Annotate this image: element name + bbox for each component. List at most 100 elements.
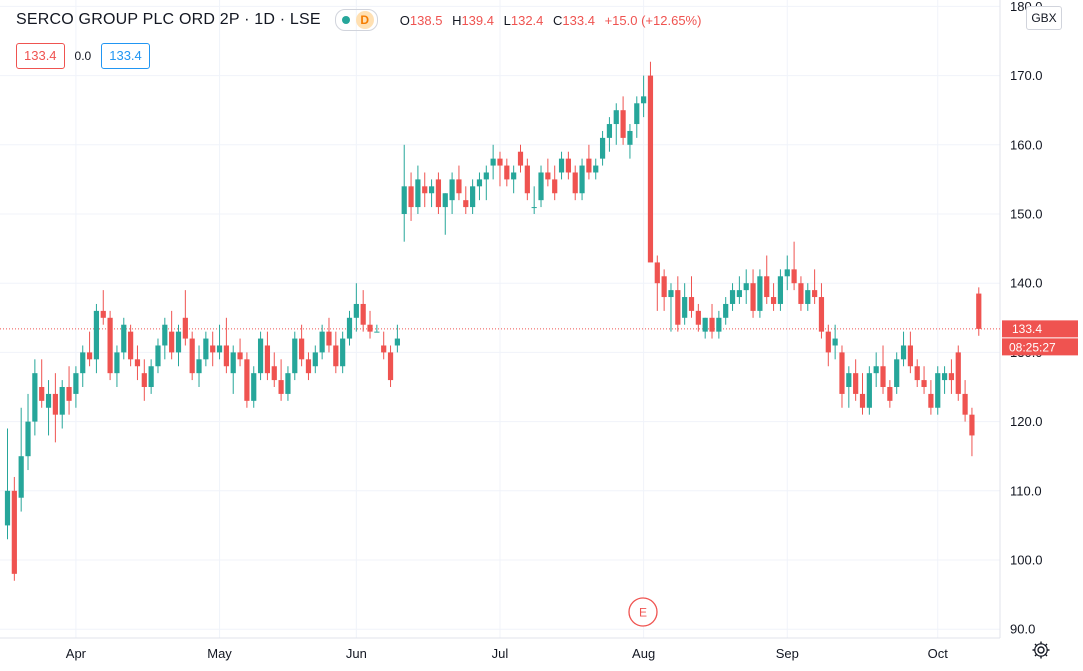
candle-body: [340, 338, 346, 367]
candle: [839, 345, 845, 408]
candle: [189, 331, 195, 381]
candle: [682, 283, 688, 325]
candle: [162, 317, 168, 360]
candle: [723, 297, 729, 325]
candle: [750, 269, 756, 318]
candle: [4, 428, 11, 540]
candle-body: [825, 331, 831, 353]
candle-body: [93, 310, 100, 360]
candle-body: [552, 179, 558, 194]
price-label: 133.4: [1002, 320, 1078, 338]
candle-body: [709, 317, 715, 332]
candle: [463, 186, 469, 214]
candle: [210, 331, 216, 367]
candle-body: [4, 490, 11, 526]
candle-body: [969, 414, 975, 436]
candle-body: [25, 421, 31, 457]
candle: [175, 324, 182, 367]
symbol-title[interactable]: SERCO GROUP PLC ORD 2P · 1D · LSE: [16, 11, 321, 28]
candle: [435, 172, 442, 214]
candle-body: [682, 297, 688, 318]
candle: [586, 144, 592, 180]
candle: [107, 310, 113, 381]
candle: [641, 75, 647, 118]
candle: [59, 380, 65, 429]
candle: [552, 165, 558, 201]
candle-body: [244, 359, 250, 401]
price-axis: 90.0100.0110.0120.0130.0140.0150.0160.01…: [1010, 0, 1043, 637]
candle: [32, 359, 38, 436]
candle: [928, 380, 934, 415]
earnings-event-label: E: [639, 606, 647, 620]
candle-body: [292, 338, 298, 374]
candle-body: [750, 283, 756, 311]
candle: [340, 331, 346, 374]
candle: [312, 345, 318, 374]
candle-body: [367, 324, 373, 332]
candle-body: [107, 317, 113, 374]
candle-body: [394, 338, 400, 346]
candle: [818, 283, 825, 339]
candle: [128, 324, 134, 367]
candle: [80, 345, 86, 387]
candle: [476, 172, 483, 201]
currency-button[interactable]: GBX: [1026, 6, 1062, 30]
candle-body: [360, 303, 366, 325]
candle: [668, 283, 674, 332]
candle-body: [141, 373, 147, 387]
market-status[interactable]: D: [334, 9, 378, 31]
candle-body: [346, 317, 353, 339]
candle-body: [743, 283, 749, 291]
candle: [39, 359, 45, 408]
candle-body: [435, 179, 442, 208]
candle-body: [764, 276, 770, 298]
candle-body: [210, 345, 216, 353]
candle: [873, 352, 879, 387]
candle-body: [928, 393, 934, 408]
candle: [743, 269, 749, 304]
candle-body: [32, 373, 38, 422]
candle-body: [907, 345, 913, 367]
candle: [490, 144, 496, 180]
candle: [606, 117, 613, 152]
earnings-event-marker[interactable]: E: [628, 597, 658, 627]
candle-body: [668, 290, 674, 298]
candle-body: [695, 310, 701, 325]
candle-body: [80, 352, 86, 374]
candle: [278, 359, 284, 401]
gear-icon[interactable]: [1031, 640, 1051, 660]
candle-body: [791, 269, 797, 284]
y-tick-label: 140.0: [1010, 276, 1043, 291]
candle: [647, 61, 654, 263]
candle-body: [134, 359, 141, 367]
candle: [866, 366, 872, 415]
candle-body: [941, 373, 948, 381]
candle: [45, 380, 52, 436]
candle-body: [894, 359, 900, 387]
candle: [333, 331, 339, 374]
candle-body: [757, 276, 763, 311]
candle-body: [545, 172, 551, 180]
ohlc-values: O138.5 H139.4 L132.4 C133.4 +15.0 (+12.6…: [400, 13, 702, 28]
close-label: C: [553, 12, 563, 28]
candle-body: [66, 387, 72, 401]
candle: [237, 338, 243, 367]
candle: [230, 345, 236, 394]
candle-body: [853, 373, 859, 394]
candle: [757, 269, 763, 318]
candle-body: [59, 387, 65, 415]
candle-body: [223, 345, 229, 367]
candle-body: [463, 200, 469, 208]
candle: [517, 144, 524, 173]
candle-body: [18, 456, 24, 498]
candle-body: [182, 317, 188, 339]
buy-button[interactable]: 133.4: [101, 43, 150, 69]
candle-body: [271, 366, 277, 381]
high-value: 139.4: [461, 12, 494, 28]
candle: [894, 352, 900, 394]
change-value: +15.0 (+12.65%): [604, 12, 702, 28]
candle: [422, 172, 428, 208]
sell-button[interactable]: 133.4: [16, 43, 65, 69]
candle: [141, 359, 147, 401]
